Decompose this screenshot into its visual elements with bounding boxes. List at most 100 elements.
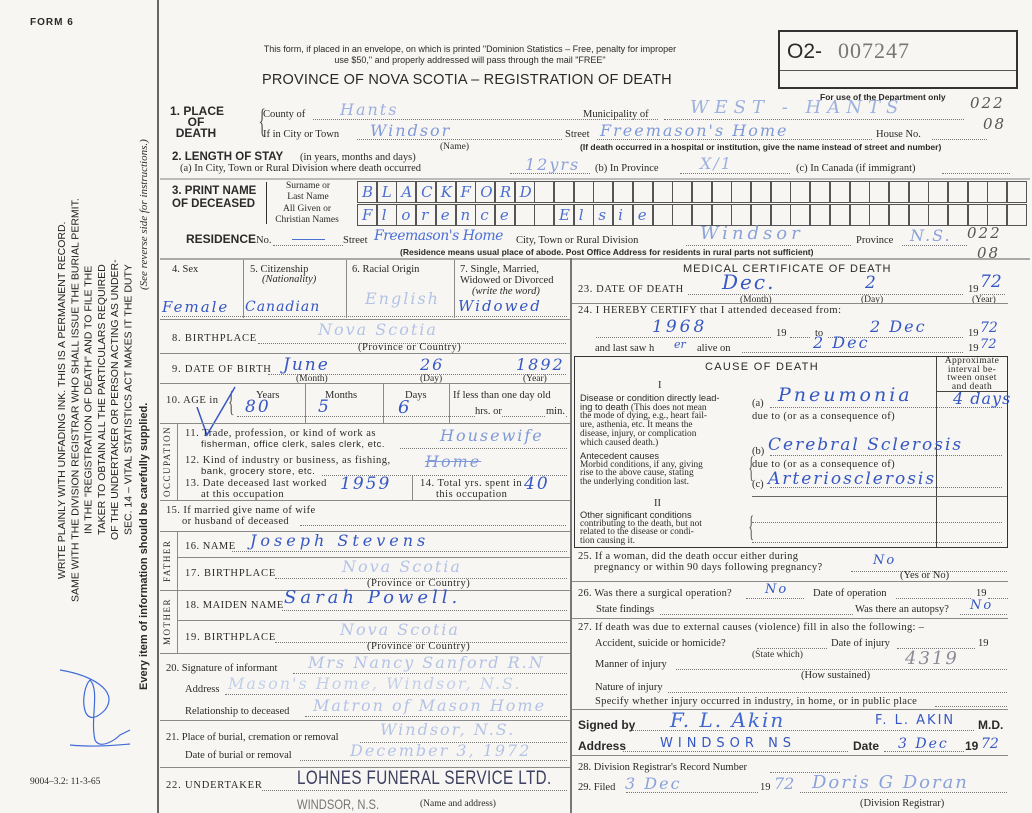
- cause-b-value[interactable]: Cerebral Sclerosis: [768, 435, 964, 455]
- letter-cell[interactable]: [691, 181, 712, 203]
- informant-value[interactable]: Mrs Nancy Sanford R.N: [308, 653, 545, 672]
- total-years-value[interactable]: 40: [524, 474, 550, 494]
- last-saw-year[interactable]: 72: [980, 337, 997, 352]
- letter-cell[interactable]: [534, 204, 555, 226]
- letter-cell[interactable]: [869, 204, 890, 226]
- physician-signature[interactable]: F. L. Akin: [670, 708, 786, 732]
- letter-cell[interactable]: A: [396, 181, 417, 203]
- letter-cell[interactable]: [573, 181, 594, 203]
- letter-cell[interactable]: [888, 181, 909, 203]
- letter-cell[interactable]: e: [632, 204, 653, 226]
- letter-cell[interactable]: [849, 204, 870, 226]
- letter-cell[interactable]: F: [455, 181, 476, 203]
- letter-cell[interactable]: K: [435, 181, 456, 203]
- letter-cell[interactable]: [908, 204, 929, 226]
- letter-cell[interactable]: [790, 204, 811, 226]
- informant-address-value[interactable]: Mason's Home, Windsor, N.S.: [228, 674, 522, 693]
- letter-cell[interactable]: [967, 181, 988, 203]
- letter-cell[interactable]: e: [435, 204, 456, 226]
- sign-year-value[interactable]: 72: [981, 736, 999, 752]
- age-years-value[interactable]: 80: [245, 397, 271, 417]
- letter-cell[interactable]: [908, 181, 929, 203]
- maiden-name-value[interactable]: Sarah Powell.: [284, 587, 462, 608]
- letter-cell[interactable]: [829, 181, 850, 203]
- birth-year-value[interactable]: 1892: [516, 355, 565, 374]
- father-birthplace-value[interactable]: Nova Scotia: [342, 557, 462, 576]
- filed-date-value[interactable]: 3 Dec: [625, 774, 682, 793]
- letter-cell[interactable]: [731, 181, 752, 203]
- sign-date-value[interactable]: 3 Dec: [898, 736, 949, 752]
- letter-cell[interactable]: i: [613, 204, 634, 226]
- residence-city-value[interactable]: Windsor: [700, 223, 804, 244]
- letter-cell[interactable]: [632, 181, 653, 203]
- cause-a-value[interactable]: Pneumonia: [778, 384, 913, 406]
- stay-province-value[interactable]: X/1: [700, 154, 733, 173]
- registrar-signature[interactable]: Doris G Doran: [812, 772, 969, 793]
- letter-cell[interactable]: l: [573, 204, 594, 226]
- letter-cell[interactable]: [534, 181, 555, 203]
- residence-street-value[interactable]: Freemason's Home: [374, 228, 503, 244]
- letter-cell[interactable]: C: [416, 181, 437, 203]
- industry-value[interactable]: Home: [425, 452, 482, 471]
- letter-cell[interactable]: e: [494, 204, 515, 226]
- municipality-value[interactable]: WEST - HANTS: [690, 97, 905, 118]
- birth-month-value[interactable]: June: [283, 355, 330, 375]
- cause-a-interval[interactable]: 4 days: [953, 389, 1012, 408]
- cause-c-value[interactable]: Arteriosclerosis: [768, 469, 937, 489]
- letter-cell[interactable]: [1007, 204, 1028, 226]
- marital-status-value[interactable]: Widowed: [458, 297, 542, 315]
- letter-cell[interactable]: l: [376, 204, 397, 226]
- county-value[interactable]: Hants: [340, 100, 399, 119]
- filed-year-value[interactable]: 72: [774, 774, 795, 793]
- letter-cell[interactable]: B: [357, 181, 377, 203]
- letter-cell[interactable]: [790, 181, 811, 203]
- letter-cell[interactable]: [987, 181, 1008, 203]
- autopsy-value[interactable]: No: [970, 598, 994, 613]
- attended-to-year[interactable]: 72: [980, 320, 998, 336]
- letter-cell[interactable]: [751, 181, 771, 203]
- letter-cell[interactable]: [770, 204, 791, 226]
- letter-cell[interactable]: [711, 181, 732, 203]
- trade-value[interactable]: Housewife: [440, 426, 544, 445]
- letter-cell[interactable]: n: [455, 204, 476, 226]
- attended-to-value[interactable]: 2 Dec: [870, 317, 927, 336]
- letter-cell[interactable]: c: [475, 204, 496, 226]
- letter-cell[interactable]: [869, 181, 890, 203]
- letter-cell[interactable]: R: [494, 181, 515, 203]
- death-month-value[interactable]: Dec.: [722, 270, 776, 294]
- sex-value[interactable]: Female: [162, 298, 230, 316]
- letter-cell[interactable]: [593, 181, 614, 203]
- letter-cell[interactable]: [691, 204, 712, 226]
- letter-cell[interactable]: L: [376, 181, 397, 203]
- pregnancy-value[interactable]: No: [873, 553, 897, 568]
- letter-cell[interactable]: o: [396, 204, 417, 226]
- birthplace-value[interactable]: Nova Scotia: [318, 320, 438, 339]
- letter-cell[interactable]: [711, 204, 732, 226]
- attended-from-value[interactable]: 1968: [652, 317, 708, 337]
- stay-city-value[interactable]: 12yrs: [525, 155, 581, 174]
- letter-cell[interactable]: [672, 181, 693, 203]
- street-value[interactable]: Freemason's Home: [600, 121, 789, 140]
- letter-cell[interactable]: [770, 181, 791, 203]
- citizenship-value[interactable]: Canadian: [245, 299, 321, 315]
- racial-origin-value[interactable]: English: [365, 289, 440, 308]
- letter-cell[interactable]: D: [514, 181, 535, 203]
- letter-cell[interactable]: [948, 204, 968, 226]
- surgery-value[interactable]: No: [765, 582, 789, 597]
- death-day-value[interactable]: 2: [865, 273, 878, 293]
- letter-cell[interactable]: [829, 204, 850, 226]
- letter-cell[interactable]: s: [593, 204, 614, 226]
- physician-name[interactable]: F. L. AKIN: [875, 713, 956, 728]
- letter-cell[interactable]: [987, 204, 1008, 226]
- birth-day-value[interactable]: 26: [420, 355, 445, 374]
- letter-cell[interactable]: [948, 181, 968, 203]
- letter-cell[interactable]: [751, 204, 771, 226]
- letter-cell[interactable]: [731, 204, 752, 226]
- age-days-value[interactable]: 6: [398, 397, 412, 418]
- letter-cell[interactable]: [928, 181, 949, 203]
- city-value[interactable]: Windsor: [370, 121, 452, 140]
- letter-cell[interactable]: [967, 204, 988, 226]
- letter-cell[interactable]: [928, 204, 949, 226]
- father-name-value[interactable]: Joseph Stevens: [250, 531, 430, 550]
- letter-cell[interactable]: [810, 181, 831, 203]
